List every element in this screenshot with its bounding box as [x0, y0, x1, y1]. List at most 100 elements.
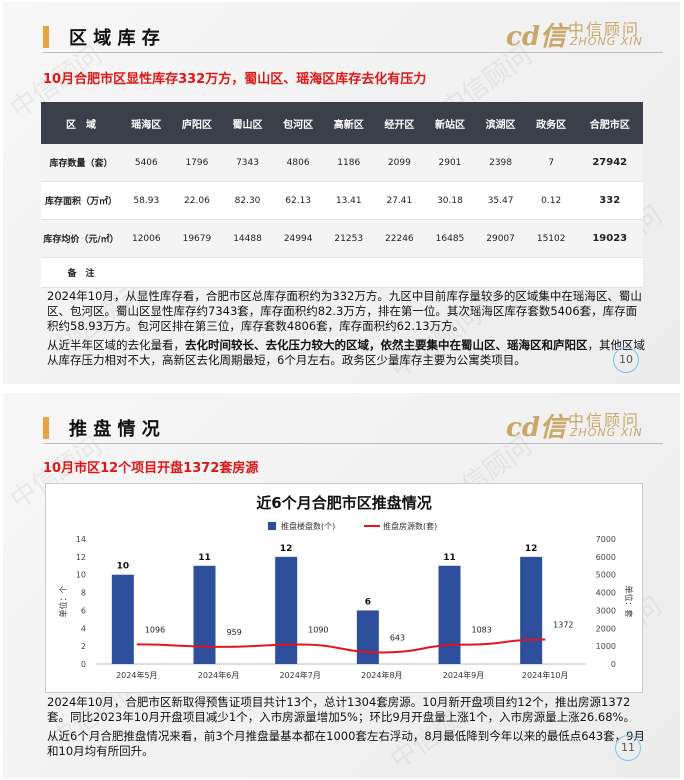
- header-cell: 滨湖区: [475, 102, 526, 144]
- logo-name: 中信顾问: [568, 411, 641, 430]
- bar: [520, 556, 543, 664]
- page-number: 11: [615, 735, 641, 761]
- y2-tick-label: 4000: [596, 589, 616, 598]
- paragraph: 2024年10月，从显性库存看，合肥市区总库存面积约为332万方。九区中目前库存…: [47, 289, 647, 334]
- table-cell: [323, 257, 375, 288]
- table-cell: 1186: [323, 144, 375, 182]
- legend-label: 推盘楼盘数(个): [281, 521, 335, 531]
- table-cell: 22.06: [171, 181, 223, 220]
- header-cell: 蜀山区: [222, 102, 273, 144]
- slide: 中信顾问中信顾问中信顾问中信顾问中信顾问中信顾问中信顾问 推 盘 情 况 cd信…: [3, 393, 680, 778]
- table-cell: [272, 257, 324, 288]
- table-cell: 27.41: [374, 181, 425, 220]
- y-tick-label: 14: [76, 535, 86, 544]
- paragraph: 从近半年区域的去化量看，去化时间较长、去化压力较大的区域，依然主要集中在蜀山区、…: [47, 338, 647, 368]
- table-row: 备 注: [41, 257, 643, 288]
- table-cell: [121, 257, 172, 288]
- slide-title: 推 盘 情 况: [69, 419, 160, 440]
- x-tick-label: 2024年10月: [522, 670, 569, 680]
- table-cell: 4806: [272, 144, 324, 182]
- table-cell: 5406: [121, 144, 172, 182]
- x-tick-label: 2024年5月: [116, 670, 157, 680]
- table-cell: 29007: [475, 219, 526, 258]
- slide-title: 区 域 库 存: [69, 28, 160, 49]
- bar-value-label: 10: [117, 562, 130, 572]
- table-cell: 13.41: [323, 181, 375, 220]
- y-tick-label: 8: [81, 589, 86, 598]
- header-cell: 区 域: [41, 102, 121, 144]
- chart-frame: 近6个月合肥市区推盘情况 推盘楼盘数(个) 推盘房源数(套) 0 2 4 6 8 10 12 14 0…: [45, 483, 643, 693]
- table-cell: 库存均价（元/㎡）: [41, 219, 121, 258]
- body-text: 2024年10月，合肥市区新取得预售证项目共计13个，总计1304套房源。10月…: [47, 695, 647, 763]
- bar-value-label: 6: [365, 597, 371, 607]
- x-tick-label: 2024年8月: [361, 670, 402, 680]
- header-cell: 包河区: [272, 102, 324, 144]
- y2-tick-label: 7000: [596, 535, 616, 544]
- table-cell: 7: [525, 144, 577, 182]
- body-text: 2024年10月，从显性库存看，合肥市区总库存面积约为332万方。九区中目前库存…: [47, 289, 647, 372]
- line-value-label: 1083: [472, 626, 492, 635]
- bold-text: 去化时间较长、去化压力较大的区域，依然主要集中在蜀山区、瑶海区和庐阳区: [185, 338, 588, 352]
- table-cell: 62.13: [272, 181, 324, 220]
- table-row: 库存数量（套） 5406 1796 7343 4806 1186 2099 2901 2398 7…: [41, 144, 643, 182]
- chart-title: 近6个月合肥市区推盘情况: [256, 494, 431, 512]
- logo: cd信 中信顾问 ZHONG XIN: [506, 407, 666, 443]
- table-cell: 82.30: [222, 181, 273, 220]
- text: 2024年10月，合肥市区新取得预售证项目共计13个，总计1304套房源。10月…: [47, 695, 635, 724]
- table-cell: 备 注: [41, 257, 121, 288]
- table-cell: [222, 257, 273, 288]
- header: 推 盘 情 况: [43, 413, 663, 444]
- bar: [275, 556, 298, 664]
- table-cell: 19023: [576, 219, 643, 258]
- table-cell: 58.93: [121, 181, 172, 220]
- table-cell: [374, 257, 425, 288]
- y2-tick-label: 1000: [596, 642, 616, 651]
- table-cell: 24994: [272, 219, 324, 258]
- table-cell: [171, 257, 223, 288]
- table-cell: 2099: [374, 144, 425, 182]
- header-cell: 庐阳区: [171, 102, 223, 144]
- text: 从近半年区域的去化量看，: [47, 338, 185, 352]
- logo-pinyin: ZHONG XIN: [570, 35, 643, 48]
- logo-name: 中信顾问: [568, 20, 641, 39]
- table-cell: 库存数量（套）: [41, 144, 121, 182]
- logo-pinyin: ZHONG XIN: [570, 426, 643, 439]
- line-value-label: 643: [390, 634, 405, 643]
- table-cell: 19679: [171, 219, 223, 258]
- header: 区 域 库 存: [43, 22, 663, 53]
- slide: 中信顾问中信顾问中信顾问中信顾问中信顾问中信顾问中信顾问 区 域 库 存 cd信…: [3, 2, 680, 384]
- header-cell: 合肥市区: [576, 102, 643, 144]
- bar: [438, 565, 461, 664]
- table-cell: [424, 257, 476, 288]
- page-number: 10: [613, 347, 639, 373]
- y-tick-label: 4: [81, 624, 86, 633]
- table-cell: 1796: [171, 144, 223, 182]
- line: [136, 638, 546, 654]
- line-value-label: 1372: [553, 621, 573, 630]
- header-cell: 高新区: [323, 102, 375, 144]
- table-cell: 21253: [323, 219, 375, 258]
- table-cell: 15102: [525, 219, 577, 258]
- paragraph: 2024年10月，合肥市区新取得预售证项目共计13个，总计1304套房源。10月…: [47, 695, 647, 725]
- header-cell: 政务区: [525, 102, 577, 144]
- table-cell: 14488: [222, 219, 273, 258]
- table-cell: 332: [576, 181, 643, 220]
- table-cell: 0.12: [525, 181, 577, 220]
- table-cell: 12006: [121, 219, 172, 258]
- y-tick-label: 6: [81, 606, 86, 615]
- header-cell: 经开区: [374, 102, 425, 144]
- table-cell: 库存面积（万㎡）: [41, 181, 121, 220]
- table-cell: [525, 257, 577, 288]
- table-cell: 7343: [222, 144, 273, 182]
- header-cell: 新站区: [424, 102, 476, 144]
- table-cell: 2398: [475, 144, 526, 182]
- y2-tick-label: 5000: [596, 571, 616, 580]
- header-row: 区 域瑶海区 庐阳区 蜀山区 包河区 高新区 经开区 新站区 滨湖区 政务区 合肥市区: [41, 102, 643, 144]
- header-cell: 瑶海区: [121, 102, 172, 144]
- y-tick-label: 12: [76, 553, 86, 562]
- y2-tick-label: 3000: [596, 606, 616, 615]
- table-cell: 16485: [424, 219, 476, 258]
- paragraph: 从近6个月合肥推盘情况来看，前3个月推盘量基本都在1000套左右浮动，8月最低降…: [47, 729, 647, 759]
- table-row: 库存均价（元/㎡） 12006 19679 14488 24994 21253 22246 1…: [41, 219, 643, 258]
